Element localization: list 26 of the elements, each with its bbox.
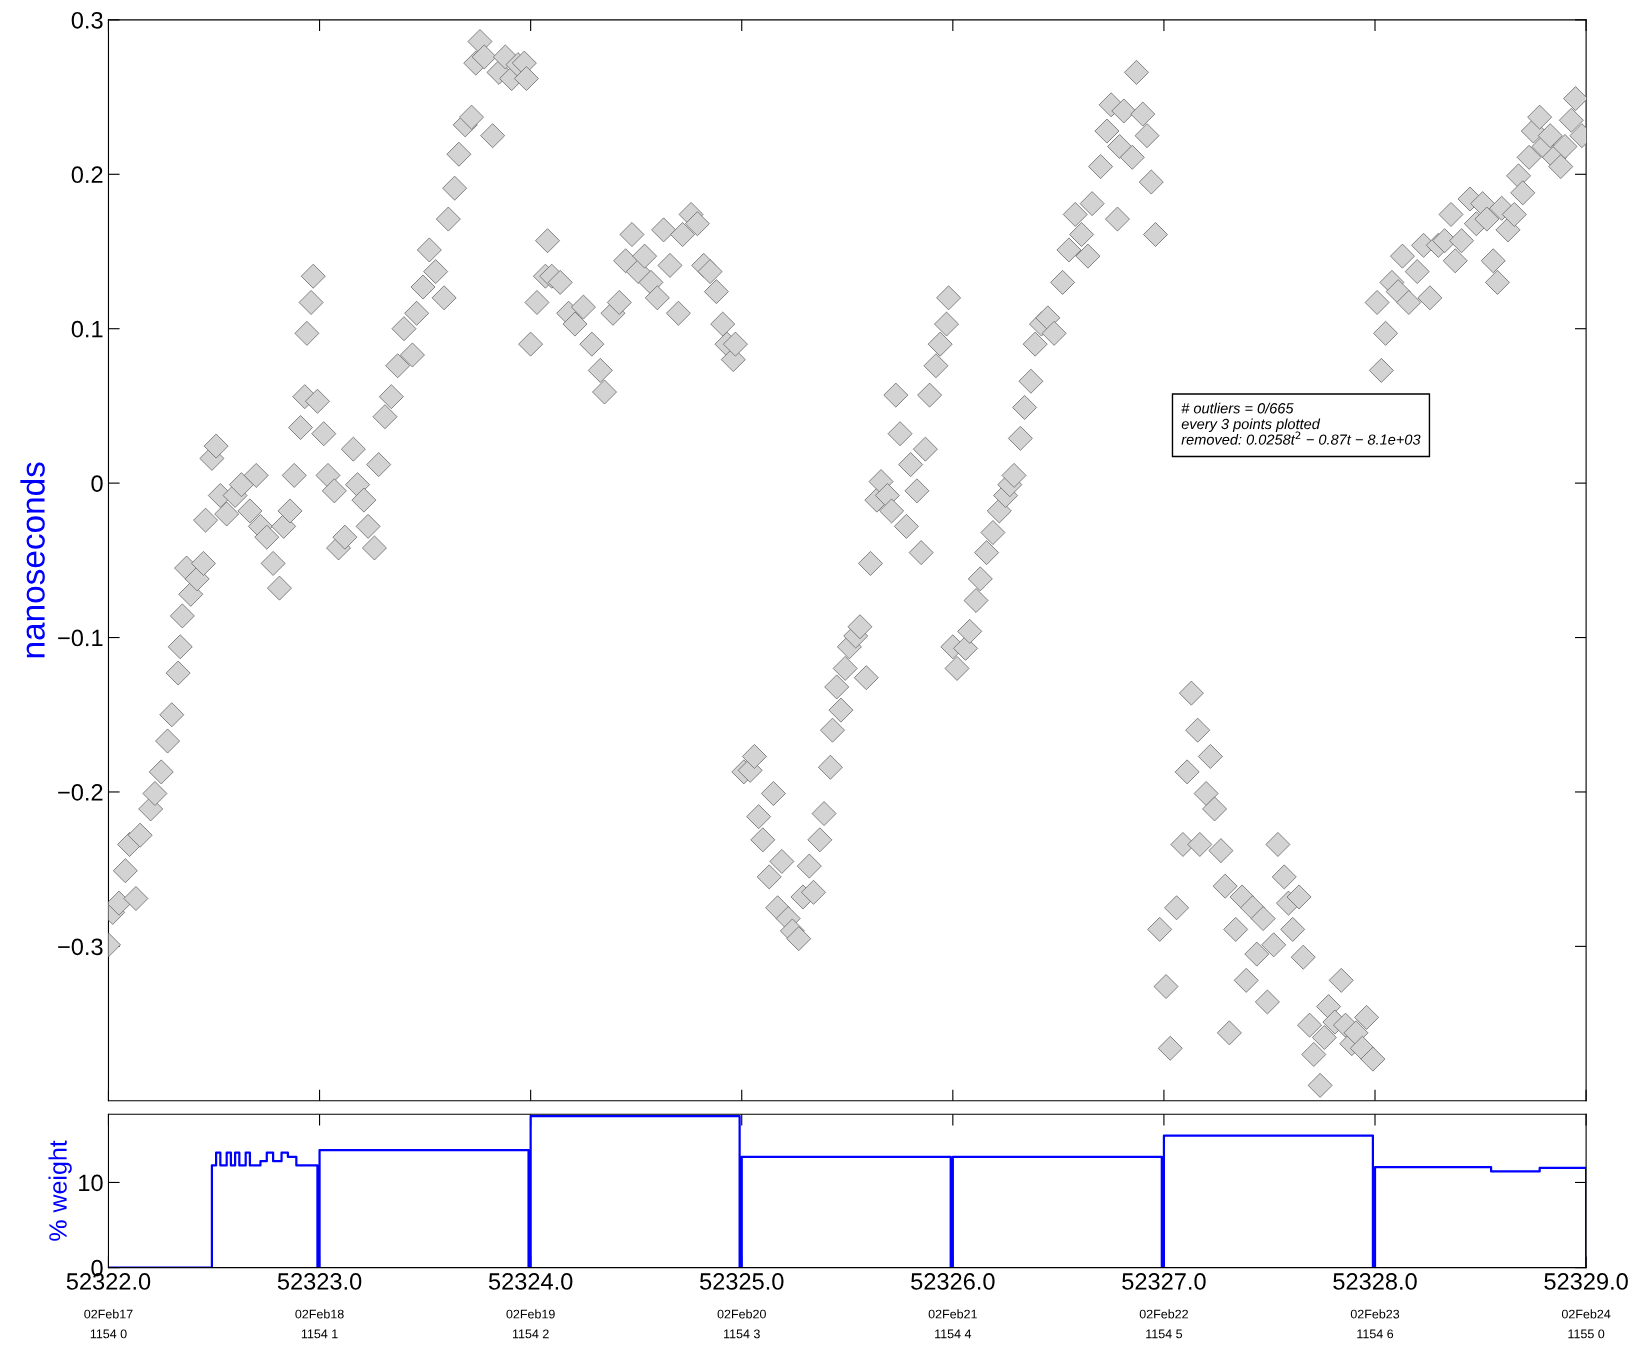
x-tick-label: 52327.0 bbox=[1122, 1273, 1206, 1290]
y-tick-label: −0.2 bbox=[58, 784, 103, 801]
text: 02Feb24 1155 0 bbox=[1561, 1309, 1611, 1339]
text: 02Feb18 1154 1 bbox=[295, 1309, 344, 1339]
y-tick-label: 0.1 bbox=[71, 320, 103, 338]
y-axis-title: nanoseconds bbox=[20, 462, 45, 658]
x-tick-label: 52325.0 bbox=[700, 1273, 784, 1290]
text: 02Feb21 1154 4 bbox=[928, 1309, 977, 1339]
text: 02Feb17 1154 0 bbox=[84, 1309, 133, 1339]
annotation: # outliers = 0/665 every 3 points plotted removed: 0.0258t$^{2}$ − 0.87t − 8.1e+03 bbox=[1181, 402, 1421, 445]
y-tick-label: 10 bbox=[79, 1174, 103, 1192]
text: 02Feb22 1154 5 bbox=[1139, 1309, 1188, 1339]
text: 02Feb20 1154 3 bbox=[717, 1309, 766, 1339]
y-tick-label: 0.2 bbox=[71, 166, 103, 184]
y-tick-label: 0.3 bbox=[71, 11, 103, 29]
y-axis-title: % weight bbox=[48, 1140, 72, 1241]
text: 02Feb19 1154 2 bbox=[506, 1309, 555, 1339]
x-tick-label: 52328.0 bbox=[1333, 1273, 1417, 1290]
x-tick-label: 52324.0 bbox=[488, 1273, 573, 1290]
y-tick-label: −0.3 bbox=[58, 938, 103, 956]
x-tick-label: 52329.0 bbox=[1544, 1273, 1628, 1290]
y-tick-label: −0.1 bbox=[58, 629, 103, 647]
text: 02Feb23 1154 6 bbox=[1350, 1309, 1400, 1339]
x-tick-label: 52326.0 bbox=[911, 1273, 995, 1290]
y-tick-label: 0 bbox=[91, 475, 103, 492]
x-tick-label: 52323.0 bbox=[277, 1273, 362, 1290]
